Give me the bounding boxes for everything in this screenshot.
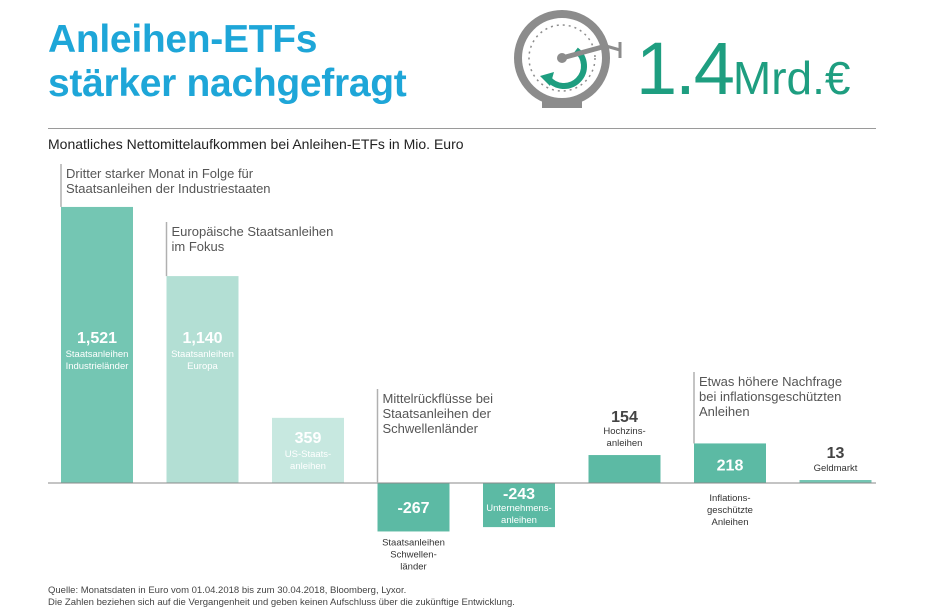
title-line-1: Anleihen-ETFs bbox=[48, 18, 318, 61]
value-label-1: 1,521 bbox=[77, 330, 117, 347]
annotation-4: Etwas höhere Nachfrage bbox=[699, 374, 842, 389]
annotation-4: bei inflationsgeschützten bbox=[699, 389, 841, 404]
category-label-1: Staatsanleihen bbox=[66, 349, 129, 360]
category-label-3: US-Staats- bbox=[285, 449, 331, 460]
value-label-8: 13 bbox=[827, 445, 845, 462]
value-label-7: 218 bbox=[717, 457, 744, 474]
chart-subtitle: Monatliches Nettomittelaufkommen bei Anl… bbox=[48, 136, 464, 152]
bar-8 bbox=[799, 480, 872, 483]
category-label-2: Staatsanleihen bbox=[171, 349, 234, 360]
category-label-5: anleihen bbox=[501, 515, 537, 526]
annotation-3: Mittelrückflüsse bei bbox=[383, 391, 494, 406]
category-label-6: anleihen bbox=[607, 438, 643, 449]
bar-3 bbox=[272, 417, 344, 483]
value-label-2: 1,140 bbox=[182, 330, 222, 347]
category-label-8: Geldmarkt bbox=[814, 463, 858, 474]
bar-6 bbox=[588, 455, 661, 483]
annotation-4: Anleihen bbox=[699, 404, 750, 419]
annotation-3: Staatsanleihen der bbox=[383, 406, 492, 421]
bar-1 bbox=[61, 206, 133, 483]
annotation-2: im Fokus bbox=[172, 239, 225, 254]
big-unit: Mrd.€ bbox=[732, 52, 851, 104]
category-label-2: Europa bbox=[187, 361, 218, 372]
category-label-7: Anleihen bbox=[712, 517, 749, 528]
annotation-1: Staatsanleihen der Industriestaaten bbox=[66, 181, 271, 196]
title-line-2: stärker nachgefragt bbox=[48, 62, 407, 105]
title-divider bbox=[48, 128, 876, 129]
annotation-2: Europäische Staatsanleihen bbox=[172, 224, 334, 239]
value-label-4: -267 bbox=[397, 500, 429, 517]
category-label-4: Schwellen- bbox=[390, 549, 436, 560]
category-label-4: länder bbox=[400, 561, 426, 572]
annotation-1: Dritter starker Monat in Folge für bbox=[66, 166, 254, 181]
page-title: Anleihen-ETFs stärker nachgefragt bbox=[48, 18, 407, 106]
value-label-3: 359 bbox=[295, 430, 322, 447]
category-label-7: Inflations- bbox=[709, 493, 750, 504]
category-label-4: Staatsanleihen bbox=[382, 537, 445, 548]
bar-5 bbox=[483, 483, 555, 528]
bar-7 bbox=[694, 443, 766, 483]
footer-source: Quelle: Monatsdaten in Euro vom 01.04.20… bbox=[48, 585, 407, 596]
value-label-5: -243 bbox=[503, 486, 535, 503]
category-label-1: Industrieländer bbox=[66, 361, 129, 372]
big-number: 1.4 bbox=[636, 27, 735, 110]
category-label-7: geschützte bbox=[707, 505, 753, 516]
category-label-3: anleihen bbox=[290, 461, 326, 472]
category-label-6: Hochzins- bbox=[603, 426, 645, 437]
footer-disclaimer: Die Zahlen beziehen sich auf die Vergang… bbox=[48, 597, 515, 608]
big-figure: 1.4Mrd.€ bbox=[636, 32, 850, 106]
annotation-3: Schwellenländer bbox=[383, 421, 479, 436]
gauge-icon bbox=[514, 10, 622, 108]
bar-4 bbox=[377, 483, 450, 532]
category-label-5: Unternehmens- bbox=[486, 503, 551, 514]
footer: Quelle: Monatsdaten in Euro vom 01.04.20… bbox=[48, 585, 515, 609]
bar-2 bbox=[166, 276, 239, 483]
value-label-6: 154 bbox=[611, 409, 638, 426]
